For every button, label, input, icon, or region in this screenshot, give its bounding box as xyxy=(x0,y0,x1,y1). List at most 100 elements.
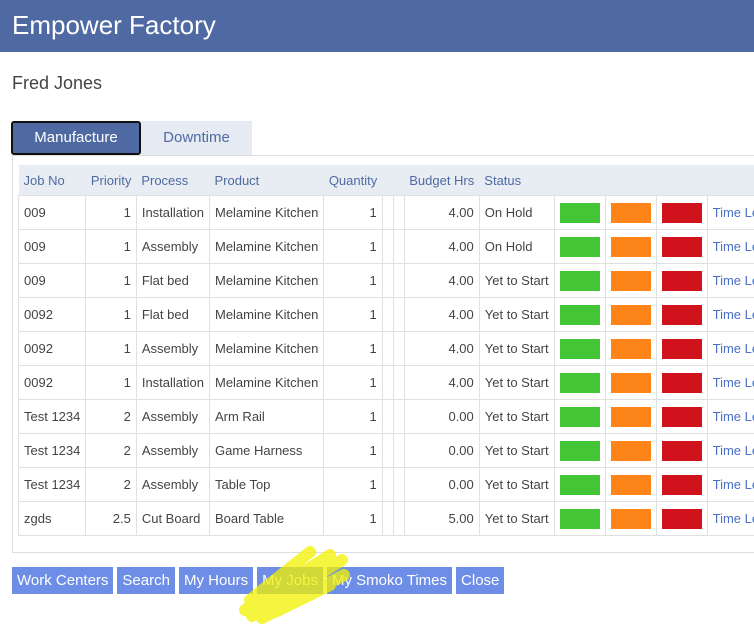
pause-button[interactable] xyxy=(610,474,651,495)
stop-button[interactable] xyxy=(661,474,702,495)
cell: 1 xyxy=(323,365,383,400)
start-button[interactable] xyxy=(559,236,600,257)
stop-button[interactable] xyxy=(661,304,702,325)
stop-button[interactable] xyxy=(661,372,702,393)
cell xyxy=(655,433,708,468)
job-row: zgds 2.5 Cut Board Board Table 1 5.00 Yet to S… xyxy=(17,501,754,536)
cell: 4.00 xyxy=(403,331,480,366)
stop-button[interactable] xyxy=(661,202,702,223)
job-row: 0092 1 Installation Melamine Kitchen 1 4.00 Ye… xyxy=(17,365,754,400)
cell: Assembly xyxy=(135,399,210,434)
pause-button[interactable] xyxy=(610,372,651,393)
cell[interactable]: Time Left xyxy=(706,263,754,298)
job-row: 0092 1 Flat bed Melamine Kitchen 1 4.00 Yet to… xyxy=(17,297,754,332)
cell xyxy=(553,433,606,468)
cell: 1 xyxy=(323,399,383,434)
job-row: 0092 1 Assembly Melamine Kitchen 1 4.00 Yet to… xyxy=(17,331,754,366)
cell: Table Top xyxy=(208,467,325,502)
nav-button[interactable]: My Smoko Times xyxy=(327,567,453,594)
stop-button[interactable] xyxy=(661,236,702,257)
cell[interactable]: Time Left xyxy=(706,433,754,468)
start-button[interactable] xyxy=(559,440,600,461)
cell: Test 1234 xyxy=(17,433,87,468)
cell: Yet to Start xyxy=(478,297,555,332)
cell: Assembly xyxy=(135,467,210,502)
pause-button[interactable] xyxy=(610,338,651,359)
pause-button[interactable] xyxy=(610,508,651,529)
cell[interactable]: Time Left xyxy=(706,365,754,400)
stop-button[interactable] xyxy=(661,270,702,291)
header: Empower Factory xyxy=(0,0,754,52)
cell[interactable]: Time Left xyxy=(706,467,754,502)
cell[interactable]: Time Left xyxy=(706,501,754,536)
cell xyxy=(604,195,657,230)
job-row: Test 1234 2 Assembly Table Top 1 0.00 Yet to S… xyxy=(17,467,754,502)
cell: Installation xyxy=(135,365,210,400)
cell: 1 xyxy=(85,331,137,366)
cell xyxy=(604,331,657,366)
cell[interactable]: Time Left xyxy=(706,399,754,434)
cell: Assembly xyxy=(135,331,210,366)
cell[interactable]: Time Left xyxy=(706,229,754,264)
pause-button[interactable] xyxy=(610,406,651,427)
stop-button[interactable] xyxy=(661,406,702,427)
header-cell: Budget Hrs xyxy=(404,165,480,196)
user-name: Fred Jones xyxy=(12,73,103,93)
pause-button[interactable] xyxy=(610,270,651,291)
start-button[interactable] xyxy=(559,338,600,359)
nav-button[interactable]: Search xyxy=(117,567,175,594)
start-button[interactable] xyxy=(559,202,600,223)
cell xyxy=(381,195,394,230)
stop-button[interactable] xyxy=(661,508,702,529)
start-button[interactable] xyxy=(559,270,600,291)
cell: Yet to Start xyxy=(478,263,555,298)
start-button[interactable] xyxy=(559,372,600,393)
start-button[interactable] xyxy=(559,304,600,325)
job-row: Test 1234 2 Assembly Arm Rail 1 0.00 Yet to St… xyxy=(17,399,754,434)
nav-button[interactable]: My Jobs xyxy=(257,567,323,594)
cell: Yet to Start xyxy=(478,399,555,434)
cell xyxy=(392,263,405,298)
cell: 4.00 xyxy=(403,195,480,230)
cell: Arm Rail xyxy=(208,399,325,434)
cell xyxy=(553,263,606,298)
cell xyxy=(381,297,394,332)
tab[interactable]: Downtime xyxy=(141,121,252,155)
cell: 1 xyxy=(323,229,383,264)
pause-button[interactable] xyxy=(610,236,651,257)
cell[interactable]: Time Left xyxy=(706,297,754,332)
cell: Test 1234 xyxy=(17,399,87,434)
cell: Cut Board xyxy=(135,501,210,536)
job-row: Test 1234 2 Assembly Game Harness 1 0.00 Yet t… xyxy=(17,433,754,468)
cell[interactable]: Time Left xyxy=(706,331,754,366)
cell: 0.00 xyxy=(403,399,480,434)
cell: Melamine Kitchen xyxy=(208,365,325,400)
cell: Melamine Kitchen xyxy=(208,195,325,230)
tab[interactable]: Manufacture xyxy=(11,121,141,155)
cell xyxy=(553,467,606,502)
start-button[interactable] xyxy=(559,406,600,427)
start-button[interactable] xyxy=(559,508,600,529)
cell xyxy=(604,263,657,298)
cell: Yet to Start xyxy=(478,467,555,502)
pause-button[interactable] xyxy=(610,440,651,461)
cell[interactable]: Time Left xyxy=(706,195,754,230)
cell: 1 xyxy=(85,365,137,400)
cell: Yet to Start xyxy=(478,365,555,400)
nav-button[interactable]: My Hours xyxy=(178,567,254,594)
cell: Melamine Kitchen xyxy=(208,297,325,332)
cell xyxy=(553,297,606,332)
cell: zgds xyxy=(17,501,87,536)
cell xyxy=(655,399,708,434)
nav-button[interactable]: Work Centers xyxy=(12,567,114,594)
pause-button[interactable] xyxy=(610,304,651,325)
nav-button[interactable]: Close xyxy=(456,567,505,594)
stop-button[interactable] xyxy=(661,440,702,461)
cell xyxy=(381,331,394,366)
app-title: Empower Factory xyxy=(12,10,216,40)
pause-button[interactable] xyxy=(610,202,651,223)
cell xyxy=(392,297,405,332)
start-button[interactable] xyxy=(559,474,600,495)
stop-button[interactable] xyxy=(661,338,702,359)
header-cell: Status xyxy=(479,165,555,196)
